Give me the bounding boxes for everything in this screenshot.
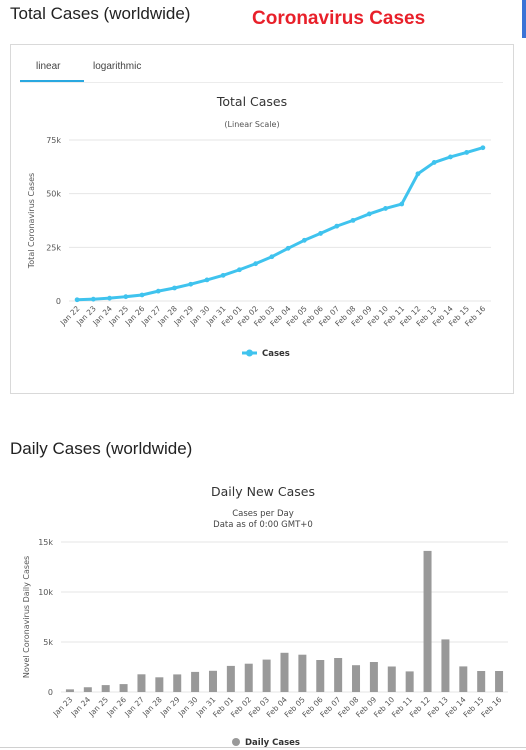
chart-subtitle: (Linear Scale)	[224, 120, 279, 129]
legend-label: Daily Cases	[245, 738, 300, 748]
cases-data-point	[301, 237, 307, 243]
daily-cases-bar	[441, 639, 450, 692]
daily-cases-bar	[191, 671, 200, 692]
cases-data-point	[399, 201, 405, 207]
cases-data-point	[334, 223, 340, 229]
y-tick-label: 0	[48, 688, 53, 697]
x-tick-label: Jan 28	[140, 695, 164, 719]
cases-data-point	[123, 294, 129, 300]
cases-data-point	[383, 206, 388, 211]
daily-cases-bar	[459, 666, 468, 692]
tab-linear[interactable]: linear	[36, 61, 61, 72]
active-tab-indicator	[20, 80, 84, 82]
x-tick-label: Jan 24	[69, 695, 93, 719]
daily-cases-bar	[369, 662, 378, 692]
y-tick-label: 15k	[38, 538, 53, 547]
daily-cases-bar	[405, 671, 414, 692]
cases-data-point	[107, 295, 112, 301]
daily-cases-bar	[155, 677, 164, 692]
tab-divider	[20, 82, 503, 83]
daily-cases-bar	[244, 663, 253, 692]
x-tick-label: Jan 26	[104, 695, 128, 719]
daily-cases-bar	[262, 659, 271, 692]
daily-cases-bar	[334, 658, 343, 692]
coronavirus-cases-overlay-label: Coronavirus Cases	[252, 8, 426, 29]
cases-data-point	[431, 160, 437, 165]
legend-marker	[232, 738, 240, 746]
daily-cases-bar	[119, 684, 128, 692]
daily-cases-bar	[208, 670, 217, 692]
y-tick-label: 25k	[46, 243, 61, 252]
cases-data-point	[253, 261, 259, 267]
cases-data-point	[366, 211, 372, 217]
total-cases-chart: Total Cases (Linear Scale) 0 25k 50k 75k Total…	[27, 94, 491, 359]
cases-data-point	[172, 285, 177, 291]
daily-cases-bar	[173, 674, 182, 692]
daily-cases-bar	[423, 550, 432, 692]
x-tick-label: Jan 30	[176, 695, 200, 719]
x-tick-label: Jan 23	[51, 695, 75, 719]
daily-cases-bar	[352, 665, 361, 692]
cases-data-point	[415, 171, 421, 177]
daily-cases-bar	[316, 660, 325, 692]
legend-marker	[246, 349, 253, 357]
daily-cases-section-title: Daily Cases (worldwide)	[10, 439, 193, 458]
cases-data-point	[480, 145, 486, 151]
daily-cases-bar	[387, 666, 396, 692]
x-tick-label: Feb 16	[479, 695, 503, 719]
legend-label: Cases	[262, 349, 290, 359]
scale-tabs: linear logarithmic	[11, 45, 513, 83]
cases-data-point	[285, 245, 291, 251]
cases-data-point	[464, 150, 470, 155]
cases-data-point	[188, 281, 194, 287]
x-tick-label: Jan 27	[122, 695, 146, 719]
daily-cases-bar	[226, 665, 235, 692]
daily-cases-bar	[477, 671, 486, 692]
y-axis-label: Total Coronavirus Cases	[27, 173, 36, 269]
cases-data-point	[90, 296, 96, 302]
cases-data-point	[448, 154, 453, 160]
cases-data-point	[318, 231, 323, 236]
y-tick-label: 50k	[46, 190, 61, 199]
daily-cases-bar	[137, 674, 146, 692]
cases-data-point	[269, 254, 275, 260]
daily-cases-bar	[83, 687, 92, 692]
chart-title: Daily New Cases	[211, 484, 315, 499]
x-tick-label: Jan 25	[86, 695, 110, 719]
cases-data-point	[139, 292, 145, 298]
y-tick-label: 75k	[46, 136, 61, 145]
x-tick-label: Jan 29	[158, 695, 182, 719]
y-axis-label: Novel Coronavirus Daily Cases	[22, 556, 31, 678]
chart-subtitle: Cases per Day	[232, 509, 294, 519]
tab-logarithmic[interactable]: logarithmic	[93, 61, 142, 72]
y-tick-label: 5k	[43, 638, 53, 647]
cases-data-point	[220, 272, 226, 278]
daily-cases-bar	[65, 689, 74, 692]
cases-data-point	[74, 297, 80, 303]
chart-data-note: Data as of 0:00 GMT+0	[213, 520, 313, 530]
cases-data-point	[350, 217, 356, 223]
y-tick-label: 10k	[38, 588, 53, 597]
cases-data-point	[204, 277, 210, 283]
daily-cases-bar	[280, 652, 289, 692]
cases-data-point	[155, 288, 161, 294]
page-bottom-divider	[0, 747, 526, 748]
daily-cases-bar	[101, 685, 110, 692]
cases-data-point	[237, 267, 242, 273]
total-cases-panel: linear logarithmic	[10, 44, 514, 394]
y-tick-label: 0	[56, 297, 61, 306]
page-edge-accent	[522, 0, 526, 38]
total-cases-section-title: Total Cases (worldwide)	[10, 4, 191, 23]
daily-cases-bar	[298, 654, 307, 692]
chart-title: Total Cases	[216, 94, 287, 109]
cases-series-line	[75, 146, 485, 302]
daily-cases-bar	[495, 671, 504, 692]
